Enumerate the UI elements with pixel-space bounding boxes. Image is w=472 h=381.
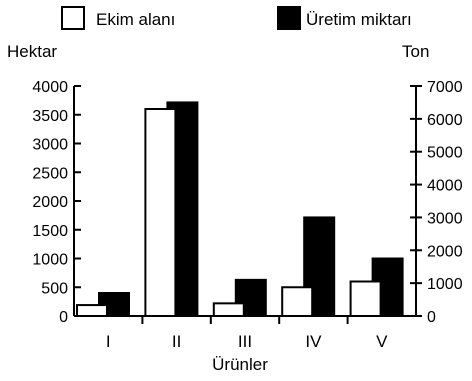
x-axis-label: Ürünler <box>212 355 268 374</box>
bar-ekim-alani <box>349 280 382 317</box>
y-tick-left-label: 1500 <box>32 223 68 240</box>
y-tick-right-label: 7000 <box>427 79 463 96</box>
axes: 0 500 1000 1500 2000 2500 3000 3500 4000 0 1000 200… <box>32 79 462 351</box>
y-tick-left-label: 3000 <box>32 137 68 154</box>
y-tick-left-label: 500 <box>41 280 68 297</box>
y-tick-right-label: 6000 <box>427 112 463 129</box>
bar-uretim-miktari <box>303 216 336 317</box>
x-tick-label: II <box>172 332 181 351</box>
y-tick-right-label: 2000 <box>427 243 463 260</box>
bar-ekim-alani <box>281 286 314 317</box>
y-tick-left-label: 2500 <box>32 165 68 182</box>
y-tick-right-label: 1000 <box>427 276 463 293</box>
y-tick-right-label: 0 <box>427 309 436 326</box>
x-tick-label: I <box>106 332 111 351</box>
bar-ekim-alani <box>76 304 108 318</box>
y-tick-left-label: 2000 <box>32 194 68 211</box>
y-tick-left-label: 3500 <box>32 108 68 125</box>
y-axis-left-label: Hektar <box>7 42 57 61</box>
legend-label-ekim-alani: Ekim alanı <box>96 10 175 29</box>
y-tick-left-label: 1000 <box>32 252 68 269</box>
legend-swatch-ekim-alani <box>61 6 85 30</box>
legend-swatch-uretim-miktari <box>277 6 301 30</box>
y-axis-right-label: Ton <box>402 42 429 61</box>
y-tick-left-label: 4000 <box>32 79 68 96</box>
legend-label-uretim-miktari: Üretim miktarı <box>306 10 412 29</box>
x-tick-label: IV <box>305 332 322 351</box>
x-tick-label: III <box>238 332 252 351</box>
y-tick-right-label: 3000 <box>427 210 463 227</box>
x-tick-label: V <box>376 332 388 351</box>
y-tick-right-label: 4000 <box>427 178 463 195</box>
y-tick-left-label: 0 <box>59 309 68 326</box>
y-tick-right-label: 5000 <box>427 145 463 162</box>
bar-ekim-alani <box>144 108 177 317</box>
legend: Ekim alanı Üretim miktarı <box>61 6 412 30</box>
bars <box>76 101 404 318</box>
bar-ekim-alani <box>212 302 245 318</box>
